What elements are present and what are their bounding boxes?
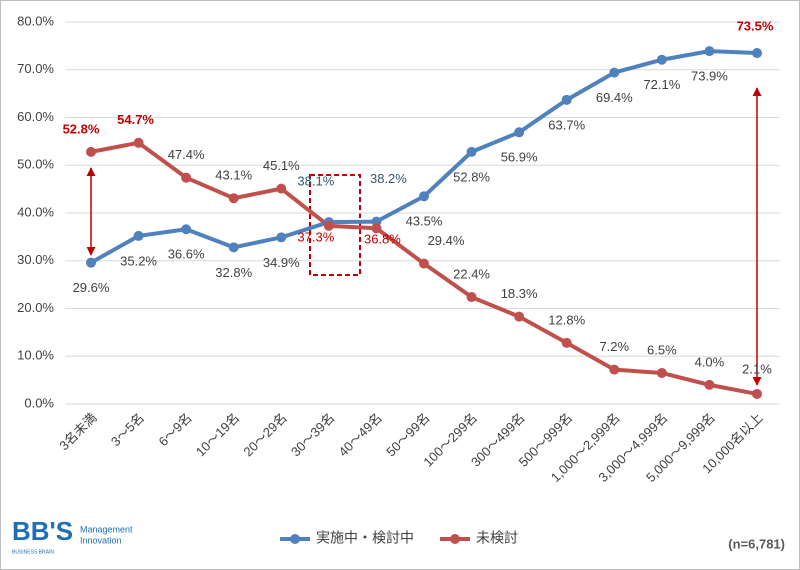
logo: BB'S Management Innovation BUSINESS BRAI… [12,516,133,555]
logo-text: Management [80,524,133,534]
logo-mark: BB'S [12,516,73,546]
data-point [86,146,96,157]
data-label: 73.5% [737,18,774,33]
y-tick-label: 30.0% [17,252,54,267]
y-tick-label: 80.0% [17,13,54,28]
data-point [323,220,334,231]
data-label: 63.7% [548,117,585,132]
data-label: 52.8% [63,121,100,136]
data-point [419,191,429,202]
data-label: 4.0% [695,354,725,369]
data-point [466,292,477,303]
data-label: 36.8% [364,232,401,247]
y-tick-label: 70.0% [17,61,54,76]
data-point [609,364,620,375]
data-point [86,257,96,268]
data-label: 18.3% [501,286,538,301]
data-label: 2.1% [742,361,772,376]
data-label: 38.1% [297,174,334,189]
data-point [561,94,572,105]
data-label: 54.7% [117,112,154,127]
data-point [656,54,667,65]
data-label: 32.8% [215,265,252,280]
data-label: 43.5% [406,214,443,229]
data-point [419,258,429,269]
data-point [181,224,192,235]
data-label: 69.4% [596,90,633,105]
highlight-box [309,174,361,276]
data-label: 43.1% [215,168,252,183]
data-label: 45.1% [263,158,300,173]
data-label: 34.9% [263,255,300,270]
y-tick-label: 60.0% [17,109,54,124]
data-point [704,379,715,390]
data-point [656,367,667,378]
sample-note: (n=6,781) [728,536,785,551]
data-point [228,242,239,253]
data-label: 73.9% [691,69,728,84]
data-label: 29.6% [73,280,110,295]
y-tick-label: 40.0% [17,204,54,219]
y-tick-label: 0.0% [24,395,54,410]
y-tick-label: 20.0% [17,300,54,315]
data-label: 56.9% [501,150,538,165]
data-label: 36.6% [168,247,205,262]
data-label: 52.8% [453,169,490,184]
data-point [466,146,477,157]
data-label: 22.4% [453,266,490,281]
data-label: 38.2% [370,171,407,186]
logo-text: Innovation [80,535,122,545]
data-point [514,311,525,322]
data-label: 7.2% [599,339,629,354]
data-point [276,183,287,194]
legend-marker [450,534,460,544]
data-point [371,223,382,234]
y-tick-label: 10.0% [17,348,54,363]
data-label: 6.5% [647,342,677,357]
data-label: 29.4% [428,233,465,248]
data-point [228,193,239,204]
data-label: 35.2% [120,253,157,268]
legend-label: 未検討 [476,530,518,546]
data-point [609,67,620,78]
data-label: 37.3% [297,229,334,244]
data-point [561,337,572,348]
legend-label: 実施中・検討中 [316,530,414,546]
data-label: 12.8% [548,312,585,327]
legend-marker [290,534,300,544]
data-point [181,172,192,183]
data-point [752,48,762,59]
data-point [752,388,762,399]
y-tick-label: 50.0% [17,157,54,172]
data-label: 47.4% [168,147,205,162]
data-point [133,137,144,148]
data-point [276,232,287,243]
data-point [704,46,715,57]
data-label: 72.1% [643,77,680,92]
data-point [514,127,525,138]
data-point [133,230,144,241]
logo-sub: BUSINESS BRAIN [12,549,54,555]
